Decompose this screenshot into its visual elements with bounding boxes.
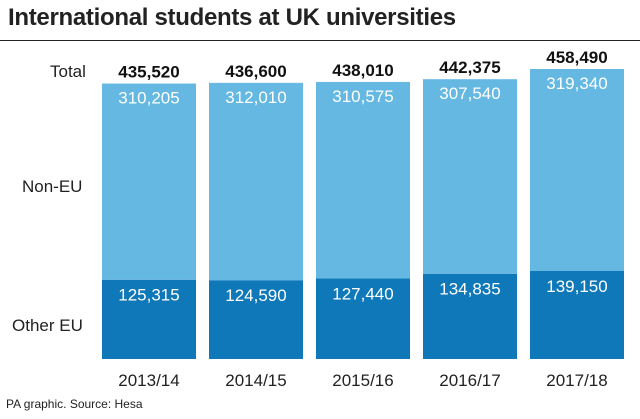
value-label-non-eu: 307,540 — [439, 84, 500, 103]
bar-non-eu — [530, 69, 624, 271]
bar-other-eu — [423, 273, 517, 359]
total-label: 438,010 — [332, 61, 393, 80]
value-label-other-eu: 125,315 — [118, 286, 179, 305]
row-label-total: Total — [50, 62, 86, 81]
row-label-non-eu: Non-EU — [22, 177, 82, 196]
value-label-non-eu: 310,575 — [332, 87, 393, 106]
bar-non-eu — [209, 82, 303, 281]
value-label-non-eu: 312,010 — [225, 88, 286, 107]
value-label-other-eu: 124,590 — [225, 286, 286, 305]
bar-non-eu — [102, 83, 196, 280]
x-tick-label: 2014/15 — [225, 371, 286, 390]
chart-title: International students at UK universitie… — [8, 4, 456, 31]
bar-other-eu — [530, 270, 624, 359]
value-label-other-eu: 134,835 — [439, 280, 500, 299]
total-label: 442,375 — [439, 58, 500, 77]
value-label-non-eu: 310,205 — [118, 89, 179, 108]
total-label: 436,600 — [225, 62, 286, 81]
bar-other-eu — [209, 280, 303, 359]
x-tick-label: 2017/18 — [546, 371, 607, 390]
row-label-other-eu: Other EU — [12, 316, 83, 335]
bar-non-eu — [316, 81, 410, 279]
x-tick-label: 2015/16 — [332, 371, 393, 390]
bar-other-eu — [316, 278, 410, 359]
x-tick-label: 2016/17 — [439, 371, 500, 390]
total-label: 435,520 — [118, 63, 179, 82]
bars-group: 125,315 310,205 435,520 2013/14 124,590 312,0… — [102, 48, 624, 390]
total-label: 458,490 — [546, 48, 607, 67]
title-divider — [0, 40, 640, 41]
bar-other-eu — [102, 279, 196, 359]
value-label-non-eu: 319,340 — [546, 74, 607, 93]
x-tick-label: 2013/14 — [118, 371, 179, 390]
value-label-other-eu: 139,150 — [546, 277, 607, 296]
bar-non-eu — [423, 79, 517, 274]
source-note: PA graphic. Source: Hesa — [6, 397, 143, 411]
value-label-other-eu: 127,440 — [332, 284, 393, 303]
